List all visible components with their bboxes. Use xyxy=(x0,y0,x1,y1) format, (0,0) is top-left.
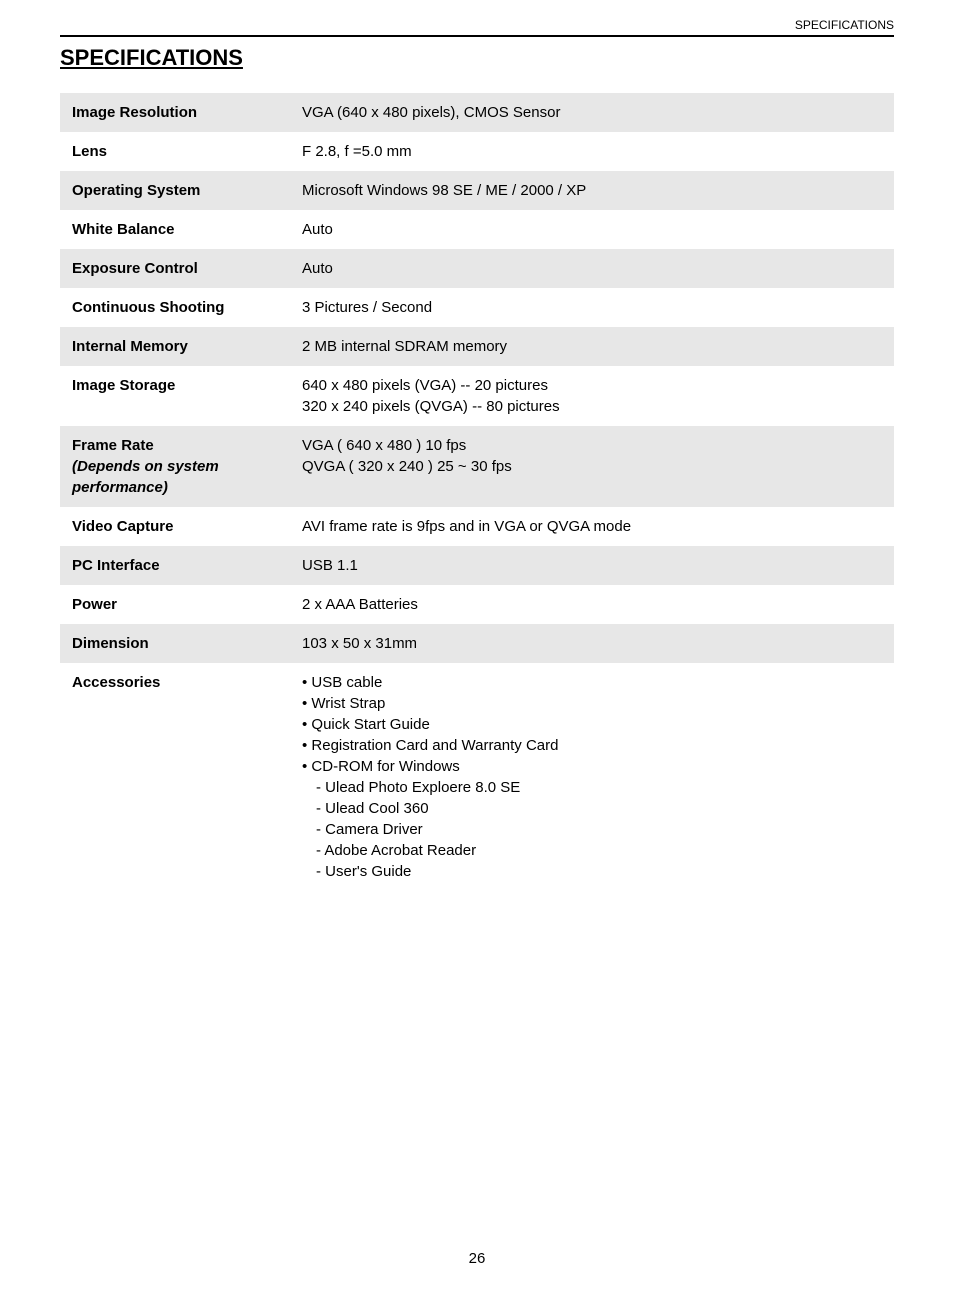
table-row: PC Interface USB 1.1 xyxy=(60,546,894,585)
spec-value: 3 Pictures / Second xyxy=(290,288,894,327)
spec-label: Dimension xyxy=(60,624,290,663)
spec-value: AVI frame rate is 9fps and in VGA or QVG… xyxy=(290,507,894,546)
accessory-item: • CD-ROM for Windows xyxy=(302,758,460,775)
spec-value: Auto xyxy=(290,210,894,249)
spec-label: Accessories xyxy=(60,663,290,891)
table-row: Image Resolution VGA (640 x 480 pixels),… xyxy=(60,93,894,132)
spec-label: Power xyxy=(60,585,290,624)
table-row: Video Capture AVI frame rate is 9fps and… xyxy=(60,507,894,546)
spec-label: Frame Rate (Depends on system performanc… xyxy=(60,426,290,507)
accessory-item: • Quick Start Guide xyxy=(302,716,430,733)
spec-value: 2 x AAA Batteries xyxy=(290,585,894,624)
table-row: Image Storage 640 x 480 pixels (VGA) -- … xyxy=(60,366,894,426)
table-row: Dimension 103 x 50 x 31mm xyxy=(60,624,894,663)
frame-rate-sublabel: (Depends on system performance) xyxy=(72,458,219,496)
specifications-table: Image Resolution VGA (640 x 480 pixels),… xyxy=(60,93,894,891)
accessory-item: • Registration Card and Warranty Card xyxy=(302,737,558,754)
spec-label: Image Storage xyxy=(60,366,290,426)
accessory-item: • Wrist Strap xyxy=(302,695,385,712)
accessory-subitem: - User's Guide xyxy=(302,861,882,882)
spec-label: White Balance xyxy=(60,210,290,249)
spec-value: VGA (640 x 480 pixels), CMOS Sensor xyxy=(290,93,894,132)
spec-value: F 2.8, f =5.0 mm xyxy=(290,132,894,171)
spec-value: USB 1.1 xyxy=(290,546,894,585)
frame-rate-label: Frame Rate xyxy=(72,437,154,454)
spec-value: 640 x 480 pixels (VGA) -- 20 pictures 32… xyxy=(290,366,894,426)
table-row: Internal Memory 2 MB internal SDRAM memo… xyxy=(60,327,894,366)
spec-label: Image Resolution xyxy=(60,93,290,132)
spec-value: Auto xyxy=(290,249,894,288)
table-row: Exposure Control Auto xyxy=(60,249,894,288)
spec-label: Operating System xyxy=(60,171,290,210)
page-title: SPECIFICATIONS xyxy=(60,45,894,71)
table-row: White Balance Auto xyxy=(60,210,894,249)
spec-value: 2 MB internal SDRAM memory xyxy=(290,327,894,366)
accessory-subitem: - Camera Driver xyxy=(302,819,882,840)
table-row: Continuous Shooting 3 Pictures / Second xyxy=(60,288,894,327)
page-number: 26 xyxy=(0,1250,954,1267)
spec-label: Video Capture xyxy=(60,507,290,546)
header-section-label: SPECIFICATIONS xyxy=(795,18,894,32)
spec-value: • USB cable • Wrist Strap • Quick Start … xyxy=(290,663,894,891)
table-row: Lens F 2.8, f =5.0 mm xyxy=(60,132,894,171)
accessory-subitem: - Ulead Cool 360 xyxy=(302,798,882,819)
spec-label: Exposure Control xyxy=(60,249,290,288)
table-row: Frame Rate (Depends on system performanc… xyxy=(60,426,894,507)
accessory-subitem: - Ulead Photo Exploere 8.0 SE xyxy=(302,777,882,798)
spec-value: VGA ( 640 x 480 ) 10 fps QVGA ( 320 x 24… xyxy=(290,426,894,507)
table-row: Accessories • USB cable • Wrist Strap • … xyxy=(60,663,894,891)
accessory-item: • USB cable xyxy=(302,674,382,691)
spec-label: Continuous Shooting xyxy=(60,288,290,327)
spec-label: Lens xyxy=(60,132,290,171)
table-row: Operating System Microsoft Windows 98 SE… xyxy=(60,171,894,210)
spec-value: Microsoft Windows 98 SE / ME / 2000 / XP xyxy=(290,171,894,210)
accessory-subitem: - Adobe Acrobat Reader xyxy=(302,840,882,861)
spec-label: PC Interface xyxy=(60,546,290,585)
spec-value: 103 x 50 x 31mm xyxy=(290,624,894,663)
page-header: SPECIFICATIONS xyxy=(60,18,894,37)
spec-label: Internal Memory xyxy=(60,327,290,366)
table-row: Power 2 x AAA Batteries xyxy=(60,585,894,624)
